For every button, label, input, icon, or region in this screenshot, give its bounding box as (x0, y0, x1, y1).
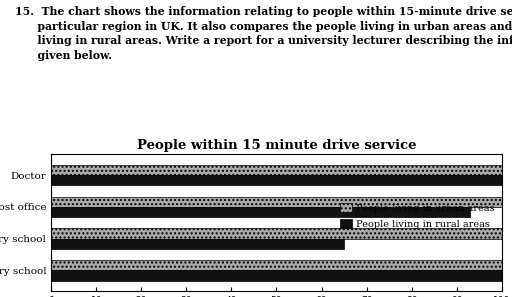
Bar (51, 207, 470, 217)
Bar (51, 270, 502, 281)
Bar (51, 175, 502, 185)
Title: People within 15 minute drive service: People within 15 minute drive service (137, 139, 416, 152)
Bar (51, 260, 502, 270)
Text: 15.  The chart shows the information relating to people within 15-minute drive s: 15. The chart shows the information rela… (15, 6, 512, 61)
Bar (51, 165, 502, 175)
Bar (51, 228, 502, 238)
Bar (51, 197, 502, 207)
Legend: People living in urban areas, People living in rural areas: People living in urban areas, People liv… (338, 201, 497, 230)
Bar (51, 238, 344, 249)
